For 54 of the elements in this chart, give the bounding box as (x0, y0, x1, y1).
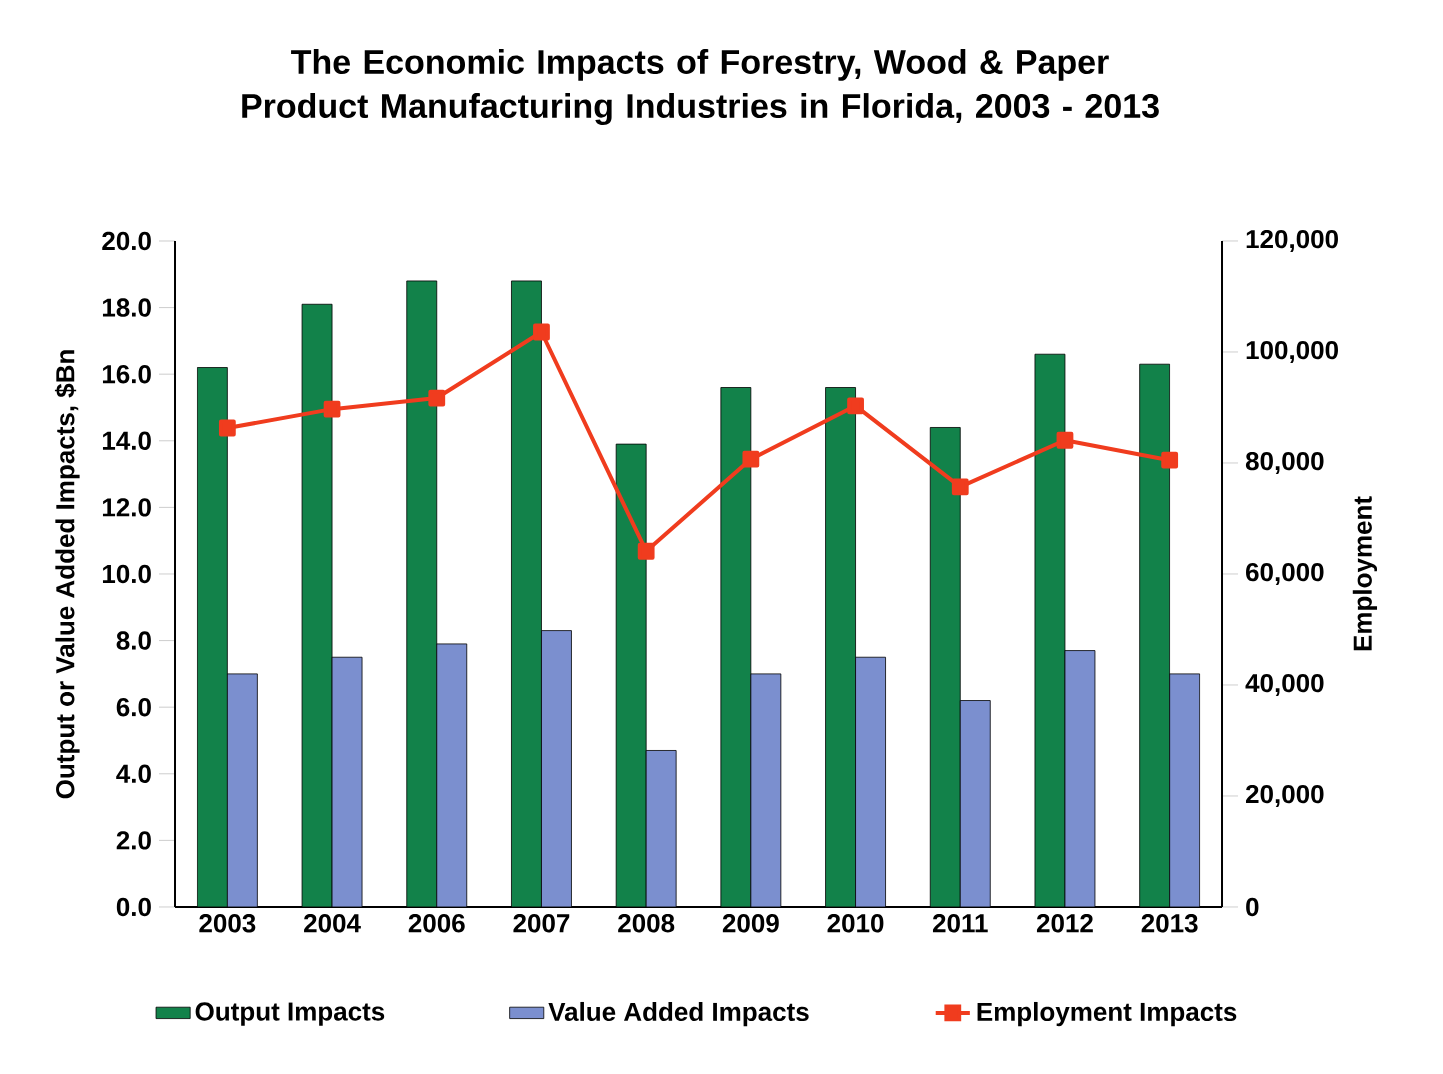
y-tick-label: 10.0 (102, 564, 151, 584)
point (951, 478, 969, 496)
x-tick-label: 2006 (408, 914, 465, 933)
x-tick-label: 2003 (199, 914, 256, 933)
x-tick-label: 2008 (618, 914, 675, 933)
y-tick-label: 0.0 (116, 897, 151, 917)
y2-tick-label: 20,000 (1245, 784, 1324, 808)
point (1056, 431, 1074, 449)
y-tick-label: 6.0 (116, 697, 151, 717)
legend-label: Value Added Impacts (548, 1001, 809, 1027)
point (847, 397, 864, 415)
bar (226, 673, 258, 907)
bar (541, 630, 572, 907)
bar (331, 656, 363, 907)
bar (645, 750, 677, 907)
x-tick-label: 2004 (304, 914, 361, 933)
x-tick-label: 2010 (827, 914, 884, 933)
y-tick-label: 20.0 (102, 231, 151, 251)
legend-label: Employment Impacts (977, 1001, 1237, 1027)
y2-axis-title: Employment (1352, 496, 1378, 651)
point (533, 323, 550, 341)
y-tick-label: 4.0 (116, 764, 151, 783)
y2-tick-label: 120,000 (1246, 229, 1338, 253)
y-tick-label: 8.0 (116, 631, 151, 650)
point (1161, 451, 1179, 469)
bar (750, 673, 782, 907)
y-tick-label: 14.0 (102, 431, 151, 450)
point (218, 419, 236, 437)
bar (436, 643, 468, 907)
bar (1169, 673, 1201, 907)
y2-tick-label: 80,000 (1245, 451, 1324, 475)
chart-title: The Economic Impacts of Forestry, Wood & Paper Product Manufacturing Industries in Florida, 2003 - 2013 (242, 49, 1159, 125)
x-tick-label: 2012 (1036, 914, 1093, 933)
x-tick-label: 2009 (722, 914, 779, 933)
legend-label: Output Impacts (195, 1002, 385, 1026)
bar (1064, 650, 1096, 907)
y2-tick-label: 60,000 (1246, 562, 1324, 586)
y2-tick-label: 40,000 (1245, 673, 1324, 697)
x-tick-label: 2011 (932, 914, 988, 933)
y-tick-label: 16.0 (102, 364, 151, 384)
point (637, 542, 655, 560)
bar (855, 656, 886, 907)
x-tick-label: 2007 (513, 914, 570, 933)
x-tick-label: 2013 (1141, 914, 1198, 933)
point (323, 400, 341, 418)
y2-tick-label: 100,000 (1246, 340, 1338, 364)
y-tick-label: 12.0 (102, 498, 151, 517)
point (428, 389, 446, 407)
y-tick-label: 2.0 (116, 831, 151, 850)
y2-tick-label: 0 (1246, 897, 1259, 917)
y-axis-title: Output or Value Added Impacts, $Bn (54, 350, 80, 799)
bar (959, 700, 991, 907)
y-tick-label: 18.0 (102, 298, 151, 317)
point (742, 450, 760, 468)
